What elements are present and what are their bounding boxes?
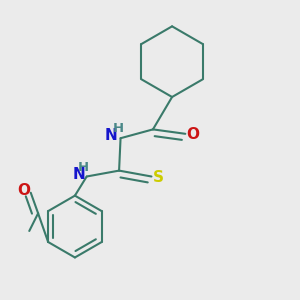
Text: S: S	[153, 169, 164, 184]
Text: O: O	[17, 183, 30, 198]
Text: H: H	[78, 161, 89, 174]
Text: H: H	[112, 122, 124, 135]
Text: N: N	[73, 167, 85, 182]
Text: N: N	[105, 128, 118, 143]
Text: O: O	[186, 127, 199, 142]
